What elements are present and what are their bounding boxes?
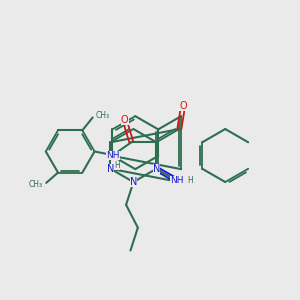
Text: CH₃: CH₃ [29, 180, 43, 189]
Text: H: H [115, 161, 120, 170]
Text: NH: NH [106, 151, 120, 160]
Text: O: O [179, 101, 187, 111]
Text: CH₃: CH₃ [96, 111, 110, 120]
Text: NH: NH [170, 176, 184, 185]
Text: O: O [121, 115, 128, 125]
Text: N: N [130, 177, 137, 187]
Text: N: N [153, 164, 160, 174]
Text: N: N [107, 164, 114, 174]
Text: H: H [187, 176, 193, 185]
